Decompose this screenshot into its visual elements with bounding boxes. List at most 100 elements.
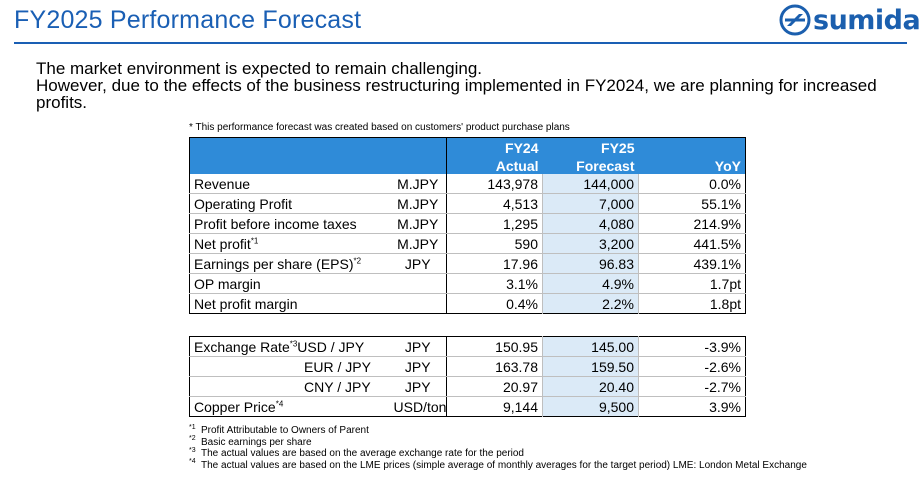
row-label: Exchange Rate*3USD / JPY <box>189 336 390 357</box>
row-yoy-value: 441.5% <box>638 233 746 254</box>
row-fy24-value: 163.78 <box>446 356 543 377</box>
row-yoy-value: 55.1% <box>638 193 746 214</box>
table-header-row-2: Actual Forecast <box>190 157 746 174</box>
row-yoy-value: 1.8pt <box>709 295 741 312</box>
table-note: * This performance forecast was created … <box>189 122 570 133</box>
row-label: EUR / JPY <box>189 356 390 377</box>
table-row: Operating Profit M.JPY 4,513 7,000 55.1% <box>189 193 746 214</box>
row-fy24-value: 150.95 <box>446 336 543 357</box>
header-fy24-bottom: Actual <box>446 157 543 174</box>
title-divider <box>14 42 907 44</box>
row-fy25-value: 4,080 <box>542 213 639 234</box>
table-row: Profit before income taxes M.JPY 1,295 4,08… <box>189 213 746 234</box>
footnote: *3 The actual values are based on the ave… <box>189 446 524 459</box>
header-blank <box>189 137 447 174</box>
row-unit: JPY <box>389 356 447 377</box>
table-row: Net profit*1 M.JPY 590 3,200 441.5% <box>189 233 746 254</box>
row-yoy-value: 3.9% <box>709 398 741 415</box>
intro-text: The market environment is expected to re… <box>36 60 906 111</box>
intro-line-1: The market environment is expected to re… <box>36 59 483 78</box>
currency-pair: CNY / JPY <box>304 378 371 395</box>
exchange-rate-table: Exchange Rate*3USD / JPY JPY 150.95 145.00-… <box>189 336 746 417</box>
row-unit: JPY <box>389 336 447 357</box>
row-unit: JPY <box>389 376 447 397</box>
intro-line-3: profits. <box>36 93 88 112</box>
currency-pair: USD / JPY <box>297 338 365 355</box>
row-fy25-value: 4.9% <box>542 273 639 294</box>
footnote: *1 Profit Attributable to Owners of Paren… <box>189 423 369 436</box>
row-yoy-value: -3.9% <box>638 336 746 357</box>
table-row: CNY / JPY JPY 20.97 20.40 -2.7% <box>189 376 746 397</box>
row-yoy-value: 0.0% <box>638 174 746 194</box>
row-fy24-value: 20.97 <box>446 376 543 397</box>
row-yoy-value: -2.7% <box>638 376 746 397</box>
row-unit: USD/ton <box>389 396 447 417</box>
row-unit: M.JPY <box>389 213 447 234</box>
row-label: Net profit*1 <box>189 233 390 254</box>
row-yoy-value: -2.6% <box>638 356 746 377</box>
currency-pair: EUR / JPY <box>304 358 371 375</box>
row-label: Profit before income taxes <box>189 213 390 234</box>
row-unit: JPY <box>389 253 447 274</box>
row-unit <box>389 273 447 294</box>
table-row: EUR / JPY JPY 163.78 159.50 -2.6% <box>189 356 746 377</box>
footnote-marker: *1 <box>250 235 259 245</box>
row-unit: M.JPY <box>389 193 447 214</box>
header-fy25-bottom: Forecast <box>542 157 639 174</box>
header-yoy: YoY <box>638 137 746 174</box>
sumida-logo: sumida <box>779 4 921 36</box>
row-fy25-value: 96.83 <box>542 253 639 274</box>
row-label: OP margin <box>189 273 390 294</box>
row-fy25-value: 3,200 <box>542 233 639 254</box>
row-label: Copper Price*4 <box>194 398 284 415</box>
table-row: Exchange Rate*3USD / JPY JPY 150.95 145.00-… <box>189 336 746 357</box>
row-fy24-value: 1,295 <box>446 213 543 234</box>
row-label: CNY / JPY <box>189 376 390 397</box>
row-fy25-value: 7,000 <box>542 193 639 214</box>
row-yoy-value: 214.9% <box>638 213 746 234</box>
footnotes: *1 Profit Attributable to Owners of Paren… <box>189 423 807 471</box>
footnote-marker: *2 <box>353 255 362 265</box>
row-fy25-value: 144,000 <box>542 174 639 194</box>
row-unit: M.JPY <box>389 233 447 254</box>
table-header-row: FY24 FY25 YoY <box>189 137 746 174</box>
footnote: *2 Basic earnings per share <box>189 435 312 448</box>
footnote-marker: *3 <box>289 338 298 348</box>
row-label: Revenue <box>189 174 390 194</box>
table-row: Revenue M.JPY 143,978 144,000 0.0% <box>189 174 746 194</box>
sumida-logo-icon <box>779 4 811 36</box>
row-fy25-value: 20.40 <box>542 376 639 397</box>
footnote-text: Basic earnings per share <box>201 436 312 448</box>
footnote-text: The actual values are based on the avera… <box>201 448 524 459</box>
table-row: Copper Price*4 USD/ton 9,144 9,500 3.9% <box>190 396 746 417</box>
row-yoy-value: 1.7pt <box>638 273 746 294</box>
row-fy24-value: 0.4% <box>446 293 543 314</box>
table-row: OP margin 3.1% 4.9% 1.7pt <box>189 273 746 294</box>
page-title: FY2025 Performance Forecast <box>14 6 362 34</box>
row-fy24-value: 17.96 <box>446 253 543 274</box>
row-label: Earnings per share (EPS)*2 <box>189 253 390 274</box>
table-row: Net profit margin 0.4% 2.2% 1.8pt <box>190 293 746 314</box>
row-fy25-value: 2.2% <box>542 293 639 314</box>
row-fy24-value: 3.1% <box>446 273 543 294</box>
footnote-marker: *4 <box>275 398 284 408</box>
row-fy24-value: 4,513 <box>446 193 543 214</box>
logo-wordmark: sumida <box>813 4 921 36</box>
row-unit: M.JPY <box>389 174 447 194</box>
row-fy25-value: 159.50 <box>542 356 639 377</box>
row-fy24-value: 590 <box>446 233 543 254</box>
footnote-text: The actual values are based on the LME p… <box>201 459 807 471</box>
row-label: Operating Profit <box>189 193 390 214</box>
row-label: Net profit margin <box>194 295 298 312</box>
table-row: Earnings per share (EPS)*2 JPY 17.96 96.83 4… <box>189 253 746 274</box>
row-fy25-value: 145.00 <box>542 336 639 357</box>
header-fy24-top: FY24 <box>446 137 543 157</box>
row-fy25-value: 9,500 <box>542 396 639 417</box>
footnote-text: Profit Attributable to Owners of Parent <box>201 425 369 436</box>
footnote: *4 The actual values are based on the LME… <box>189 458 807 471</box>
row-fy24-value: 9,144 <box>446 396 543 417</box>
row-yoy-value: 439.1% <box>638 253 746 274</box>
row-fy24-value: 143,978 <box>446 174 543 194</box>
intro-line-2: However, due to the effects of the busin… <box>36 76 877 95</box>
row-unit <box>389 293 447 314</box>
